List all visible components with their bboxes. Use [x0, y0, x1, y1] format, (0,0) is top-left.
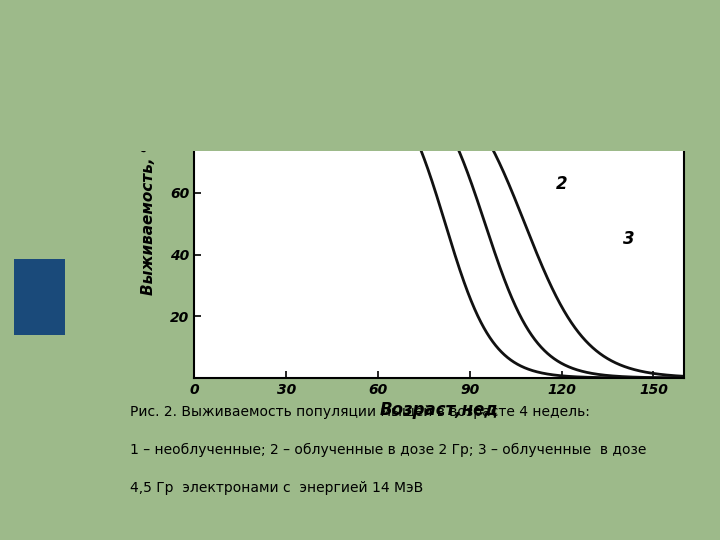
- Text: 3: 3: [623, 230, 634, 248]
- Y-axis label: Выживаемость, %: Выживаемость, %: [142, 137, 156, 295]
- Text: 2: 2: [556, 174, 567, 193]
- Text: 1: 1: [522, 91, 534, 109]
- X-axis label: Возраст,нед: Возраст,нед: [380, 401, 498, 419]
- Text: 4,5 Гр  электронами с  энергией 14 МэВ: 4,5 Гр электронами с энергией 14 МэВ: [130, 481, 423, 495]
- Text: Рис. 2. Выживаемость популяции мышей в возрасте 4 недель:: Рис. 2. Выживаемость популяции мышей в в…: [130, 405, 590, 419]
- Text: 1 – необлученные; 2 – облученные в дозе 2 Гр; 3 – облученные  в дозе: 1 – необлученные; 2 – облученные в дозе …: [130, 443, 646, 457]
